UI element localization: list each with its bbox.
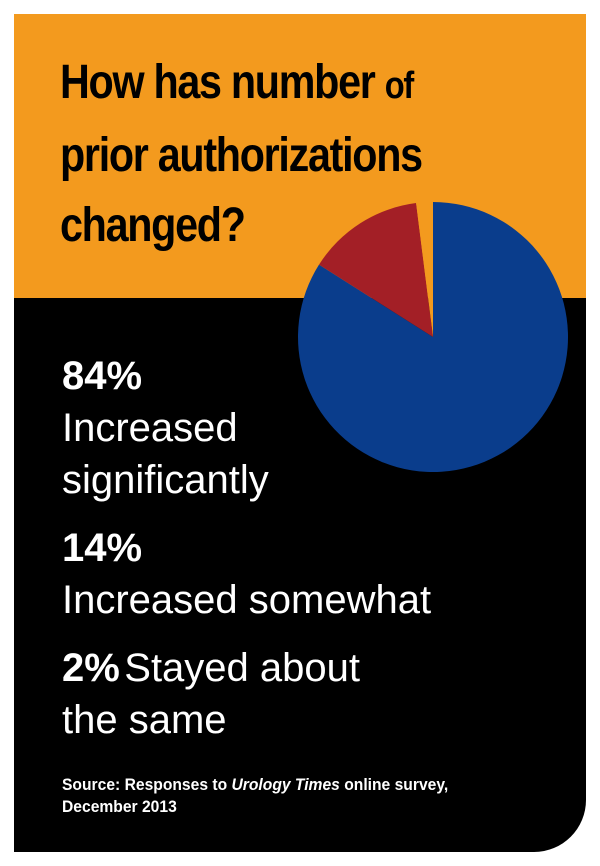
source-suffix: online survey, xyxy=(344,775,449,794)
stat-increased-significantly: 84% Increased significantly xyxy=(62,350,269,506)
pie-chart xyxy=(298,202,569,473)
stat-percent: 14% xyxy=(62,526,143,570)
stat-label-line-1: Increased xyxy=(62,406,238,450)
stat-percent: 2% xyxy=(62,646,120,690)
pie-slice-increased-somewhat xyxy=(319,203,433,337)
title-line-3: changed? xyxy=(60,199,246,252)
stat-label-line-2: significantly xyxy=(62,458,269,502)
infographic-card: How has number of prior authorizations c… xyxy=(14,14,586,852)
title-line-1: How has number xyxy=(60,56,376,109)
stat-label: Increased somewhat xyxy=(62,578,432,622)
pie-slice-stayed-same xyxy=(416,202,433,337)
source-publication: Urology Times xyxy=(231,775,340,794)
stat-percent: 84% xyxy=(62,354,143,398)
source-prefix: Source: Responses to xyxy=(62,775,228,794)
stat-label-line-1: Stayed about xyxy=(124,646,361,690)
stat-stayed-same: 2% Stayed about the same xyxy=(62,642,360,746)
pie-slice-increased-significantly xyxy=(298,202,569,473)
header-band: How has number of prior authorizations c… xyxy=(14,14,586,298)
stat-increased-somewhat: 14% Increased somewhat xyxy=(62,522,431,626)
source-date: December 2013 xyxy=(62,797,177,816)
stat-label-line-2: the same xyxy=(62,698,227,742)
chart-title: How has number of prior authorizations c… xyxy=(60,48,490,261)
title-word-of: of xyxy=(384,65,415,107)
source-note: Source: Responses to Urology Times onlin… xyxy=(62,774,540,818)
title-line-2: prior authorizations xyxy=(60,129,423,182)
